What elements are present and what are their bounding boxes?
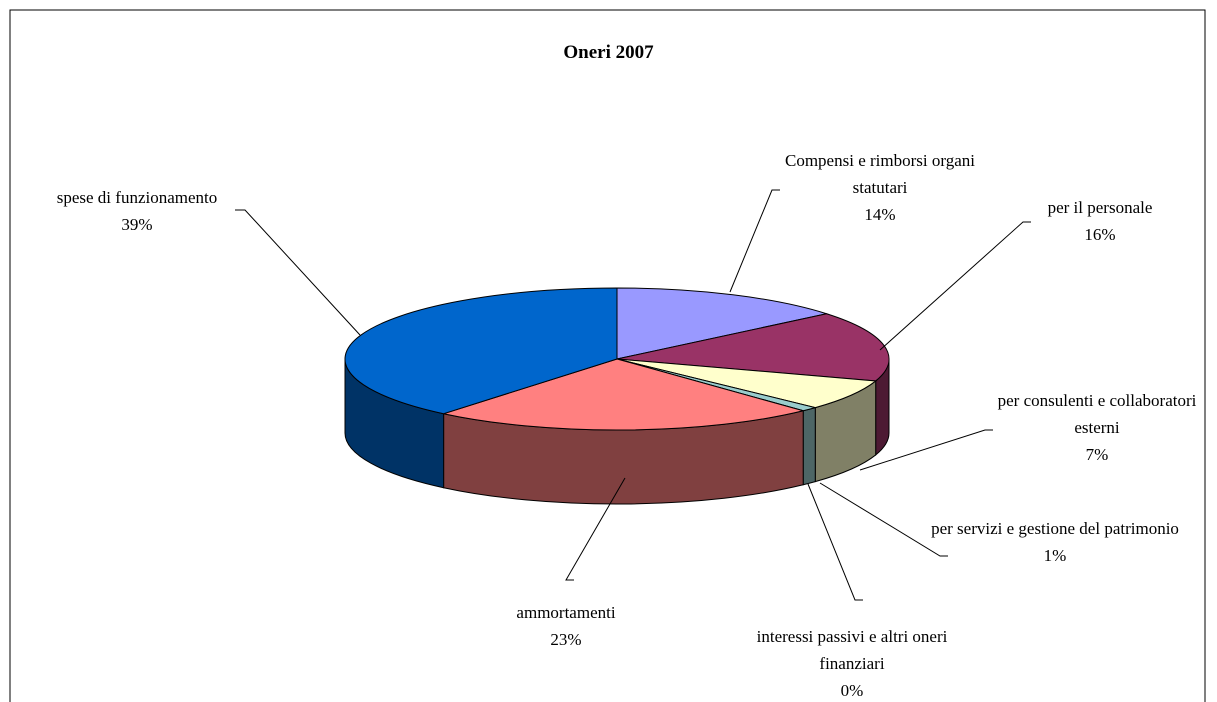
value-label: 7% [1085,445,1109,464]
chart-title: Oneri 2007 [563,42,654,63]
leader-line [807,483,863,601]
data-label: per consulenti e collaboratori esterni 7% [997,387,1197,468]
leader-line [565,477,626,581]
chart-frame [9,9,1206,702]
value-label: 39% [121,215,153,234]
pie-slice [616,358,877,409]
leader-line [819,482,948,557]
data-label: Compensi e rimborsi organi statutari 14% [780,147,980,228]
pie-side [802,406,816,486]
value-label: 14% [864,205,896,224]
leader-line [235,209,361,336]
value-label: 1% [1043,546,1067,565]
category-label: per il personale [1047,198,1153,217]
category-label: Compensi e rimborsi organi statutari [785,151,975,197]
data-label: per servizi e gestione del patrimonio 1% [930,515,1180,569]
category-label: ammortamenti [516,603,616,622]
category-label: per servizi e gestione del patrimonio [931,519,1179,538]
data-label: spese di funzionamento 39% [17,184,257,238]
leader-line [859,429,993,471]
data-label: interessi passivi e altri oneri finanzia… [747,623,957,702]
data-label: ammortamenti 23% [476,599,656,653]
pie-slice [344,287,618,415]
data-label: per il personale 16% [1000,194,1200,248]
category-label: spese di funzionamento [56,188,218,207]
category-label: interessi passivi e altri oneri finanzia… [756,627,948,673]
leader-line [729,189,780,293]
value-label: 16% [1084,225,1116,244]
leader-line [879,221,1031,351]
pie-slice [441,358,806,431]
category-label: per consulenti e collaboratori esterni [997,391,1197,437]
value-label: 23% [550,630,582,649]
value-label: 0% [840,681,864,700]
pie-slice [616,287,829,360]
